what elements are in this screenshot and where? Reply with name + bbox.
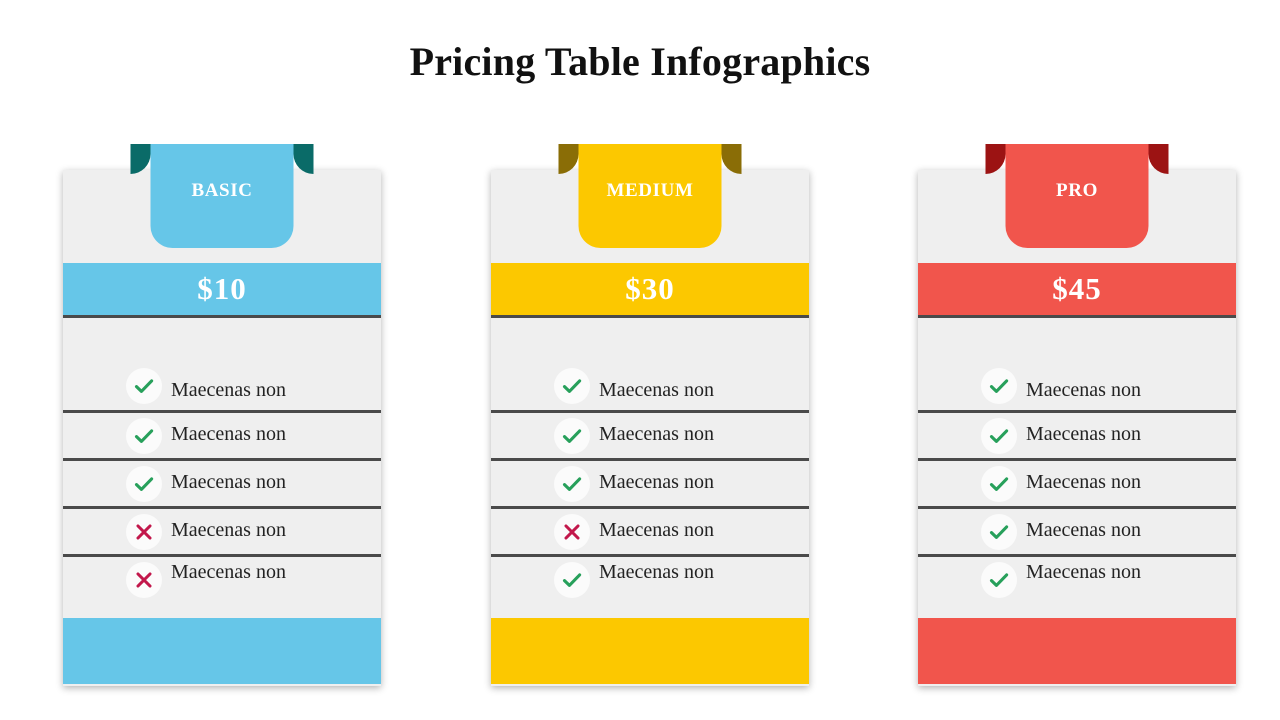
feature-label: Maecenas non xyxy=(1026,518,1141,541)
feature-row[interactable]: Maecenas non xyxy=(491,509,809,557)
plan-name: PRO xyxy=(1056,180,1098,201)
feature-label: Maecenas non xyxy=(171,518,286,541)
check-icon xyxy=(554,465,590,502)
feature-row[interactable]: Maecenas non xyxy=(918,509,1236,557)
pricing-cards-container: $10 Maecenas non Maecenas non Maecenas n… xyxy=(0,144,1280,690)
ribbon-body xyxy=(150,144,294,248)
pricing-card-medium[interactable]: $30 Maecenas non Maecenas non Maecenas n… xyxy=(491,144,809,686)
feature-row[interactable]: Maecenas non xyxy=(63,509,381,557)
feature-row[interactable]: Maecenas non xyxy=(491,318,809,413)
check-icon xyxy=(981,465,1017,502)
check-icon xyxy=(126,417,162,454)
card-footer-band[interactable] xyxy=(918,618,1236,684)
page-title: Pricing Table Infographics xyxy=(409,39,871,84)
card-footer-band[interactable] xyxy=(491,618,809,684)
feature-label: Maecenas non xyxy=(1026,470,1141,493)
feature-label: Maecenas non xyxy=(599,561,714,583)
feature-label: Maecenas non xyxy=(171,561,286,583)
feature-label: Maecenas non xyxy=(599,518,714,541)
ribbon-fold-left xyxy=(130,144,151,174)
feature-row[interactable]: Maecenas non xyxy=(63,413,381,461)
feature-row[interactable]: Maecenas non xyxy=(918,461,1236,509)
check-icon xyxy=(981,368,1017,404)
feature-label: Maecenas non xyxy=(171,379,286,401)
plan-ribbon: BASIC xyxy=(130,144,314,248)
plan-name: BASIC xyxy=(191,180,253,201)
feature-row[interactable]: Maecenas non xyxy=(63,461,381,509)
price-value: $10 xyxy=(197,271,247,306)
feature-label: Maecenas non xyxy=(599,470,714,493)
feature-row[interactable]: Maecenas non xyxy=(491,557,809,618)
feature-label: Maecenas non xyxy=(171,470,286,493)
check-icon xyxy=(126,368,162,404)
check-icon xyxy=(981,562,1017,598)
ribbon-fold-left xyxy=(558,144,579,174)
check-icon xyxy=(981,417,1017,454)
check-icon xyxy=(554,417,590,454)
ribbon-fold-right xyxy=(293,144,314,174)
price-band: $30 xyxy=(491,263,809,318)
price-value: $30 xyxy=(625,271,675,306)
feature-label: Maecenas non xyxy=(599,379,714,401)
feature-row[interactable]: Maecenas non xyxy=(491,461,809,509)
cross-icon xyxy=(126,562,162,598)
check-icon xyxy=(554,368,590,404)
plan-ribbon: PRO xyxy=(985,144,1169,248)
ribbon-fold-right xyxy=(721,144,742,174)
feature-list: Maecenas non Maecenas non Maecenas non M… xyxy=(63,318,381,618)
price-band: $10 xyxy=(63,263,381,318)
ribbon-fold-left xyxy=(985,144,1006,174)
feature-row[interactable]: Maecenas non xyxy=(918,318,1236,413)
feature-label: Maecenas non xyxy=(1026,422,1141,445)
ribbon-fold-right xyxy=(1148,144,1169,174)
feature-row[interactable]: Maecenas non xyxy=(63,557,381,618)
feature-label: Maecenas non xyxy=(599,422,714,445)
feature-label: Maecenas non xyxy=(171,422,286,445)
plan-ribbon: MEDIUM xyxy=(558,144,742,248)
pricing-card-pro[interactable]: $45 Maecenas non Maecenas non Maecenas n… xyxy=(918,144,1236,686)
cross-icon xyxy=(554,513,590,550)
check-icon xyxy=(554,562,590,598)
check-icon xyxy=(981,513,1017,550)
feature-label: Maecenas non xyxy=(1026,379,1141,401)
card-footer-band[interactable] xyxy=(63,618,381,684)
ribbon-body xyxy=(578,144,722,248)
price-value: $45 xyxy=(1052,271,1102,306)
cross-icon xyxy=(126,513,162,550)
feature-label: Maecenas non xyxy=(1026,561,1141,583)
plan-name: MEDIUM xyxy=(606,180,694,201)
feature-row[interactable]: Maecenas non xyxy=(918,557,1236,618)
feature-row[interactable]: Maecenas non xyxy=(63,318,381,413)
feature-row[interactable]: Maecenas non xyxy=(918,413,1236,461)
price-band: $45 xyxy=(918,263,1236,318)
feature-list: Maecenas non Maecenas non Maecenas non M… xyxy=(918,318,1236,618)
check-icon xyxy=(126,465,162,502)
ribbon-body xyxy=(1005,144,1149,248)
feature-list: Maecenas non Maecenas non Maecenas non M… xyxy=(491,318,809,618)
feature-row[interactable]: Maecenas non xyxy=(491,413,809,461)
pricing-card-basic[interactable]: $10 Maecenas non Maecenas non Maecenas n… xyxy=(63,144,381,686)
